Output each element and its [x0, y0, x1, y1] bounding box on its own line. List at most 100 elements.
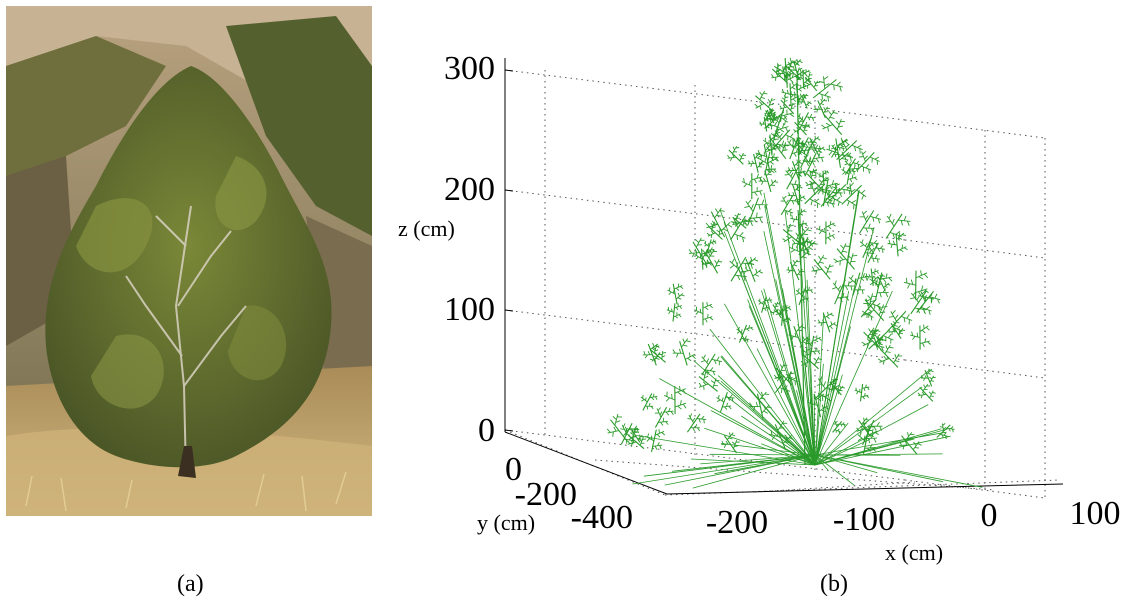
tree-branch: [767, 307, 770, 311]
tree-branch: [846, 186, 852, 190]
tree-branch: [841, 154, 854, 158]
tree-branch: [786, 73, 791, 75]
tree-branch: [744, 267, 749, 272]
tree-branch: [641, 399, 645, 402]
tree-branch: [698, 418, 701, 423]
tree-branch: [758, 101, 763, 105]
tree-branch: [774, 302, 777, 306]
tree-branch: [779, 73, 782, 76]
tree-branch: [740, 329, 743, 333]
tree-branch: [790, 195, 793, 200]
tree-branch: [780, 388, 783, 394]
tree-branch: [802, 126, 806, 129]
tree-branch: [812, 148, 816, 154]
z-axis-label: z (cm): [398, 216, 455, 241]
tree-branch: [868, 243, 873, 248]
tree-branch: [829, 325, 833, 330]
tree-branch: [781, 369, 786, 372]
tree-branch: [709, 367, 714, 372]
tree-branch: [759, 121, 762, 125]
tree-branch: [783, 195, 787, 200]
tree-branch: [791, 142, 794, 147]
tree-branch: [692, 241, 707, 264]
tree-branch: [787, 270, 791, 274]
tree-branch: [761, 199, 765, 205]
tree-branch: [789, 170, 792, 174]
tree-branch: [835, 384, 841, 388]
tree-branch: [873, 272, 876, 275]
tree-branch: [825, 393, 830, 398]
tree-branch: [819, 261, 825, 264]
tree-branch: [803, 125, 807, 129]
tree-branch: [781, 70, 784, 74]
tree-branch: [773, 168, 777, 173]
tree-branch: [712, 239, 715, 243]
tree-branch: [814, 453, 943, 456]
tree-branch: [786, 235, 791, 239]
tree-branch: [851, 188, 856, 193]
tree-branch: [868, 274, 871, 278]
tree-branch: [798, 173, 803, 177]
tree-branch: [785, 199, 789, 204]
tree-branch: [624, 433, 630, 436]
tree-branch: [857, 437, 863, 442]
tree-branch: [668, 291, 672, 296]
tree-branch: [723, 231, 816, 466]
tree-branch: [759, 160, 764, 165]
tree-branch: [735, 262, 739, 268]
tree-branch: [743, 276, 746, 282]
tree-branch: [882, 278, 887, 283]
tree-branch: [846, 163, 852, 185]
tree-branch: [824, 91, 829, 96]
tree-branch: [815, 270, 818, 275]
tree-branch: [939, 426, 944, 428]
tree-branch: [717, 375, 816, 466]
tree-branch: [809, 239, 813, 244]
tree-branch: [662, 352, 666, 354]
tree-branch: [826, 311, 829, 316]
tree-branch: [814, 431, 947, 456]
tree-branch: [871, 428, 874, 434]
tree-branch: [657, 441, 660, 447]
tree-branch: [774, 66, 787, 74]
plot-axes: [504, 58, 1064, 495]
tree-branch: [781, 91, 791, 95]
tree-branch: [839, 385, 842, 389]
z-tick-label: 0: [478, 412, 495, 449]
tree-branch: [649, 358, 654, 361]
tree-branch: [885, 273, 888, 279]
tree-branch: [813, 81, 817, 85]
tree-branch: [784, 309, 789, 312]
tree-branch: [785, 434, 788, 440]
tree-branch: [692, 454, 816, 489]
tree-branch: [808, 158, 812, 163]
tree-branch: [767, 157, 778, 164]
tree-branch: [814, 422, 849, 466]
tree-branch: [770, 118, 776, 120]
tree-branch: [825, 406, 830, 410]
tree-branch: [765, 168, 777, 170]
tree-branch: [805, 146, 808, 151]
tree-branch: [836, 196, 841, 201]
shrub-photo: [6, 6, 372, 516]
tree-branch: [726, 402, 728, 407]
tree-branch: [870, 299, 876, 303]
tree-branch: [805, 353, 811, 356]
tree-branch: [779, 364, 783, 369]
tree-branch: [876, 284, 879, 288]
tree-branch: [941, 434, 944, 438]
tree-branch: [793, 60, 800, 81]
tree-branch: [923, 295, 927, 300]
tree-branch: [886, 351, 891, 353]
x-tick-label: 0: [981, 497, 998, 534]
tree-branch: [827, 322, 836, 328]
tree-branch: [831, 203, 835, 208]
tree-branch: [668, 287, 671, 292]
tree-branch: [810, 200, 813, 206]
tree-branch: [795, 232, 799, 237]
tree-branch: [924, 388, 928, 391]
tree-branch: [866, 298, 871, 302]
tree-branch: [731, 258, 735, 264]
tree-branch: [668, 407, 671, 412]
tree-branch: [884, 282, 887, 286]
